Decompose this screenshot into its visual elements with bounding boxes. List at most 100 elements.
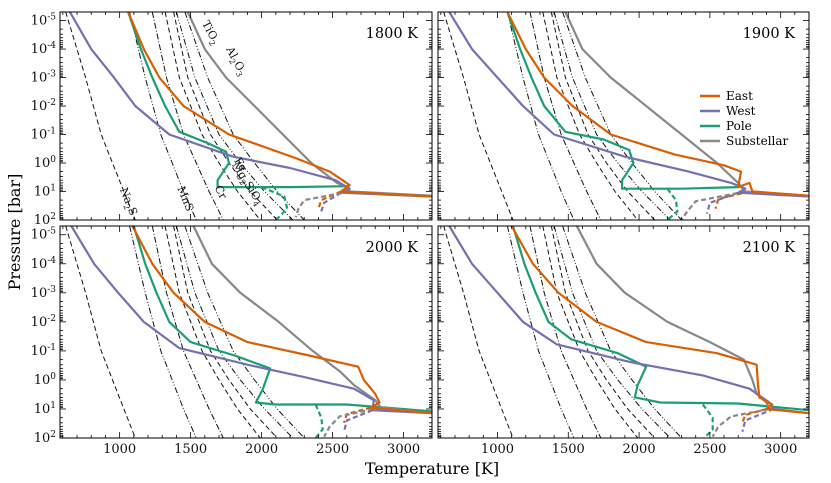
condensation-curve-mns <box>506 12 575 220</box>
series-substellar <box>575 226 809 415</box>
condensation-curve-tio2 <box>175 12 294 220</box>
y-tick-label: 102 <box>34 430 56 446</box>
x-axis-label: Temperature [K] <box>365 459 499 478</box>
x-tick-label: 3000 <box>764 442 797 457</box>
series-pole-deep <box>314 404 324 438</box>
series-west <box>68 12 432 198</box>
series-west-deep <box>342 409 373 432</box>
condensation-curve-fe <box>173 226 278 438</box>
series-east <box>131 226 432 415</box>
series-west <box>448 12 809 198</box>
condensation-curve-al2o3 <box>184 226 305 438</box>
condensation-curve-cr <box>529 226 602 438</box>
y-tick-label: 10-3 <box>31 70 57 86</box>
series-east-deep <box>741 407 767 424</box>
series-west <box>70 226 432 415</box>
panel-4: 1000 1500 2000 2500 3000 2100 K <box>437 225 810 457</box>
series-substellar-deep <box>323 406 382 438</box>
series-pole <box>511 226 809 412</box>
y-tick-label: 102 <box>34 212 56 228</box>
x-tick-label: 2000 <box>245 442 278 457</box>
series-east-deep <box>714 190 750 210</box>
condensation-curve-al2o3 <box>562 12 682 220</box>
panel-title: 2000 K <box>366 240 420 256</box>
condensation-label-al2o3: Al2O3 <box>221 44 249 79</box>
condensation-curve-al2o3 <box>184 12 305 220</box>
y-tick-label: 10-1 <box>31 343 56 359</box>
y-axis-label: Pressure [bar] <box>5 174 24 291</box>
condensation-curve-na2s <box>65 12 136 220</box>
condensation-label-mns: MnS <box>174 184 196 213</box>
plot-area <box>65 12 432 220</box>
condensation-label-na2s: Na2S <box>115 186 140 218</box>
condensation-label-cr: Cr <box>212 183 230 202</box>
series-east <box>510 226 809 415</box>
panel-frame <box>437 11 810 221</box>
condensation-curve-mg2sio4 <box>164 226 261 438</box>
condensation-curve-fe <box>550 226 656 438</box>
y-tick-label: 10-2 <box>31 98 56 114</box>
plot-area <box>443 12 809 220</box>
x-tick-label: 2500 <box>316 442 349 457</box>
panel-title: 1800 K <box>366 26 420 42</box>
x-tick-label: 2000 <box>623 442 656 457</box>
condensation-curve-mg2sio4 <box>542 12 639 220</box>
condensation-curve-cr <box>529 12 602 220</box>
series-pole <box>127 12 348 189</box>
series-pole-deep <box>701 403 714 438</box>
x-tick-label: 3000 <box>387 442 420 457</box>
panel-1: 10-5 10-4 10-3 10-2 10-1 100 101 102 1800 K Na2S M… <box>31 11 433 228</box>
y-tick-label: 10-2 <box>31 314 56 330</box>
condensation-curve-tio2 <box>175 226 294 438</box>
series-substellar-deep <box>294 190 350 218</box>
y-tick-label: 100 <box>34 372 57 388</box>
panels-layer: 10-5 10-4 10-3 10-2 10-1 100 101 102 1800 K Na2S M… <box>31 11 810 457</box>
y-tick-label: 10-1 <box>31 127 56 143</box>
plot-area <box>65 226 432 438</box>
panel-frame <box>437 225 810 439</box>
y-tick-label: 100 <box>34 155 57 171</box>
panel-frame <box>59 11 433 221</box>
panel-3: 1000 1500 2000 2500 3000 10-5 10-4 10-3 10-2 10-1… <box>31 225 433 457</box>
condensation-label-fe: Fe <box>231 155 249 173</box>
condensation-curve-na2s <box>443 12 514 220</box>
condensation-curve-tio2 <box>553 226 671 438</box>
panel-title: 2100 K <box>743 240 797 256</box>
plot-area <box>443 226 809 438</box>
x-tick-label: 2500 <box>693 442 726 457</box>
series-east <box>506 12 809 197</box>
series-pole-deep <box>261 186 289 220</box>
legend-label-east: East <box>726 89 753 103</box>
condensation-curve-al2o3 <box>562 226 682 438</box>
y-tick-label: 101 <box>34 184 56 200</box>
series-substellar-deep <box>680 190 746 220</box>
legend-label-west: West <box>726 104 756 118</box>
condensation-curve-na2s <box>443 226 514 438</box>
y-tick-label: 10-4 <box>31 41 57 57</box>
condensation-curve-mns <box>129 226 197 438</box>
series-pole <box>132 226 432 413</box>
series-pole-deep <box>666 188 679 220</box>
series-west-deep <box>741 407 775 432</box>
x-tick-label: 1500 <box>174 442 207 457</box>
y-tick-label: 10-4 <box>31 256 57 272</box>
panel-frame <box>59 225 433 439</box>
condensation-curve-mns <box>129 12 197 220</box>
series-west-deep <box>705 191 739 214</box>
series-pole <box>506 12 740 190</box>
x-tick-label: 1000 <box>481 442 514 457</box>
legend-label-substellar: Substellar <box>726 134 789 148</box>
condensation-curve-mg2sio4 <box>542 226 639 438</box>
y-tick-label: 101 <box>34 401 56 417</box>
series-substellar-deep <box>711 407 770 438</box>
condensation-curve-cr <box>151 226 224 438</box>
condensation-curve-mns <box>506 226 575 438</box>
series-east-deep <box>317 190 342 210</box>
panel-title: 1900 K <box>743 26 797 42</box>
series-east <box>127 12 432 198</box>
condensation-curve-na2s <box>65 226 136 438</box>
x-tick-label: 1500 <box>552 442 585 457</box>
